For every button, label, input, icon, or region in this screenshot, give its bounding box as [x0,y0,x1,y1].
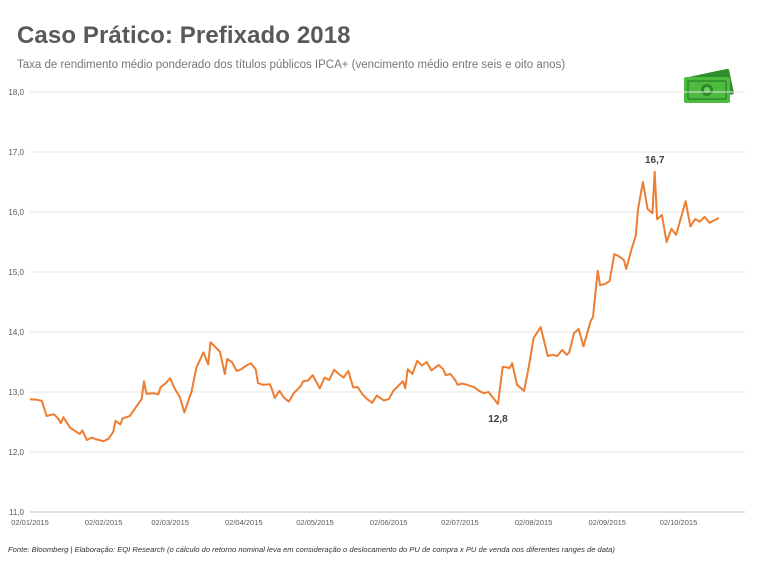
chart-subtitle: Taxa de rendimento médio ponderado dos t… [17,59,566,71]
y-tick-label: 13,0 [8,388,24,397]
x-tick-label: 02/04/2015 [225,518,263,527]
y-tick-label: 11,0 [9,508,25,517]
series-line [29,170,720,443]
page-title: Caso Prático: Prefixado 2018 [17,22,351,49]
y-tick-label: 18,0 [8,88,24,97]
y-tick-label: 16,0 [8,208,24,217]
data-label: 12,8 [488,414,508,425]
x-tick-label: 02/02/2015 [85,518,123,527]
x-tick-label: 02/10/2015 [660,518,698,527]
y-tick-label: 15,0 [8,268,24,277]
y-tick-label: 12,0 [8,448,24,457]
data-label: 16,7 [645,155,665,166]
x-tick-label: 02/03/2015 [151,518,189,527]
x-tick-label: 02/06/2015 [370,518,408,527]
y-tick-label: 17,0 [8,148,24,157]
x-tick-label: 02/05/2015 [296,518,334,527]
x-tick-label: 02/01/2015 [11,518,49,527]
source-footnote: Fonte: Bloomberg | Elaboração: EQI Resea… [8,545,615,554]
x-tick-label: 02/08/2015 [515,518,553,527]
x-tick-label: 02/07/2015 [441,518,479,527]
line-chart: 11,0 12,0 13,0 14,0 15,0 16,0 17,0 18,0 02/01/2… [8,88,745,527]
y-tick-label: 14,0 [8,328,24,337]
x-tick-label: 02/09/2015 [588,518,626,527]
